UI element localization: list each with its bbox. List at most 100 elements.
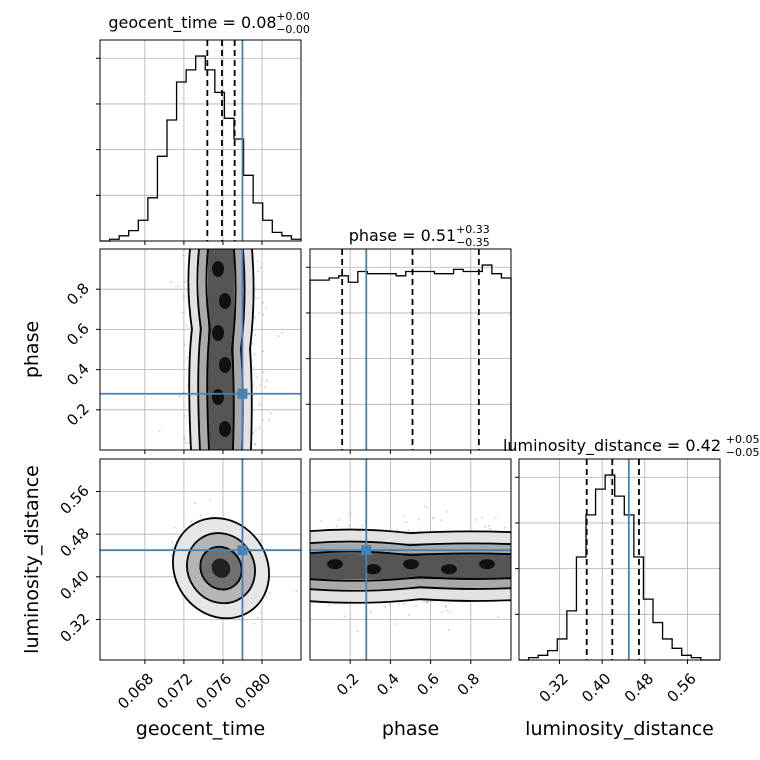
sample-point (186, 441, 189, 444)
sample-point (170, 281, 173, 284)
x-axis-label-luminosity_distance: luminosity_distance (525, 718, 714, 740)
sample-point (426, 601, 429, 604)
sample-point (258, 426, 261, 429)
sample-point (260, 611, 263, 614)
histogram-phase (309, 264, 512, 450)
sample-point (186, 384, 189, 387)
sample-point (191, 519, 194, 522)
sample-point (182, 438, 185, 441)
sample-point (256, 376, 259, 379)
contour-2 (310, 550, 511, 582)
sample-point (320, 519, 323, 522)
x-tick-label-geocent_time: 0.080 (231, 670, 274, 713)
histogram-geocent_time (100, 55, 302, 242)
sample-point (253, 334, 256, 337)
sample-point (488, 528, 491, 531)
sample-point (259, 384, 262, 387)
sample-point (261, 313, 264, 316)
title-minus: −0.05 (726, 446, 760, 459)
sample-point (445, 510, 448, 513)
sample-point (183, 344, 186, 347)
sample-point (176, 285, 179, 288)
x-tick-label-phase: 0.2 (333, 670, 363, 700)
sample-point (432, 516, 435, 519)
x-tick-label-luminosity_distance: 0.48 (621, 670, 657, 706)
sample-point (494, 516, 497, 519)
density-peak (403, 559, 419, 570)
sample-point (447, 628, 450, 631)
sample-point (396, 528, 399, 531)
sample-point (402, 514, 405, 517)
sample-point (277, 335, 280, 338)
title-plus: +0.00 (276, 10, 310, 23)
sample-point (484, 525, 487, 528)
y-tick-label-luminosity_distance: 0.48 (56, 524, 92, 560)
sample-point (185, 325, 188, 328)
sample-point (383, 605, 386, 608)
y-tick-label-luminosity_distance: 0.32 (56, 610, 92, 646)
sample-point (257, 616, 260, 619)
sample-point (369, 610, 372, 613)
sample-point (264, 386, 267, 389)
density-peak (218, 357, 231, 373)
sample-point (388, 603, 391, 606)
sample-point (444, 605, 447, 608)
sample-point (262, 371, 265, 374)
sample-point (254, 443, 257, 446)
sample-point (252, 622, 255, 625)
sample-point (440, 519, 443, 522)
panel-frame (99, 39, 302, 242)
density-peak (218, 293, 231, 309)
contour-2 (205, 249, 237, 450)
density-panel-geocent_time-luminosity_distance (96, 458, 302, 664)
sample-point (170, 541, 173, 544)
y-tick-label-luminosity_distance: 0.56 (56, 482, 92, 518)
density-peak (327, 559, 343, 570)
density-panel-phase-luminosity_distance (309, 458, 512, 664)
sample-point (256, 297, 259, 300)
density-peak (479, 559, 495, 570)
title-main: luminosity_distance = 0.42 (503, 436, 721, 456)
sample-point (348, 524, 351, 527)
sample-point (408, 613, 411, 616)
sample-point (262, 350, 265, 353)
panel-background (519, 459, 720, 660)
x-tick-label-phase: 0.4 (373, 670, 403, 700)
sample-point (178, 395, 181, 398)
sample-point (266, 379, 269, 382)
sample-point (189, 521, 192, 524)
x-tick-label-geocent_time: 0.068 (114, 670, 157, 713)
x-tick-label-luminosity_distance: 0.32 (536, 670, 572, 706)
density-peak (211, 389, 224, 405)
title-main: geocent_time = 0.08 (108, 13, 276, 33)
y-tick-label-phase: 0.8 (63, 279, 93, 309)
sample-point (183, 280, 186, 283)
sample-point (280, 331, 283, 334)
sample-point (259, 539, 262, 542)
sample-point (424, 504, 427, 507)
y-tick-label-phase: 0.6 (63, 320, 93, 350)
sample-point (440, 611, 443, 614)
x-tick-label-geocent_time: 0.076 (192, 670, 235, 713)
sample-point (349, 512, 352, 515)
x-axis-label-phase: phase (382, 718, 439, 740)
sample-point (265, 595, 268, 598)
panel-title-phase: phase = 0.51 +0.33−0.35 (349, 223, 490, 249)
sample-point (425, 600, 428, 603)
histogram-panel-luminosity_distance (515, 458, 721, 664)
title-minus: −0.35 (456, 236, 490, 249)
density-band-2 (207, 249, 234, 450)
sample-point (356, 630, 359, 633)
sample-point (158, 430, 161, 433)
sample-point (361, 524, 364, 527)
sample-point (423, 600, 426, 603)
sample-point (448, 611, 451, 614)
sample-point (173, 526, 176, 529)
x-tick-label-luminosity_distance: 0.40 (578, 670, 614, 706)
density-peak (365, 564, 381, 575)
sample-point (337, 518, 340, 521)
contour-0 (310, 528, 511, 604)
histogram-luminosity_distance (519, 474, 720, 661)
sample-point (259, 266, 262, 269)
